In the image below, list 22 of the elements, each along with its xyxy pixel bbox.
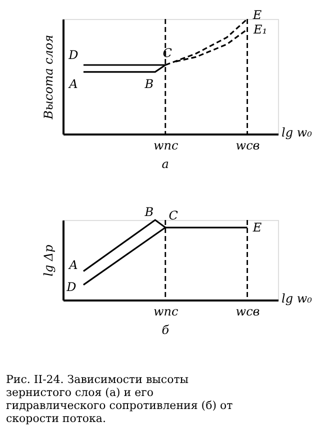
y-axis-title: lg Δp bbox=[42, 244, 56, 276]
annotation: E bbox=[252, 220, 262, 235]
text: б bbox=[162, 323, 170, 337]
annotation: D bbox=[66, 280, 77, 294]
annotation: B bbox=[144, 76, 154, 91]
text: а bbox=[162, 157, 169, 171]
annotation: E₁ bbox=[252, 22, 268, 36]
y-axis-title: Высота слоя bbox=[42, 34, 56, 120]
annotation: D bbox=[68, 48, 79, 62]
annotation: C bbox=[168, 208, 178, 223]
x-tick-label: wсв bbox=[236, 304, 260, 318]
annotation: A bbox=[68, 76, 78, 91]
annotation: C bbox=[162, 46, 172, 60]
x-tick-label: wпс bbox=[154, 304, 179, 318]
x-axis-title: lg w₀ bbox=[282, 292, 312, 306]
text: Рис. II-24. Зависимости высоты зернистого слоя (а) и его гидравлического сопротивления (б) от скорости потока. bbox=[6, 373, 233, 425]
x-axis-title: lg w₀ bbox=[282, 126, 312, 140]
x-tick-label: wсв bbox=[236, 138, 260, 152]
annotation: A bbox=[68, 258, 78, 272]
x-tick-label: wпс bbox=[154, 138, 179, 152]
annotation: E bbox=[252, 8, 262, 22]
text: B bbox=[144, 205, 154, 219]
